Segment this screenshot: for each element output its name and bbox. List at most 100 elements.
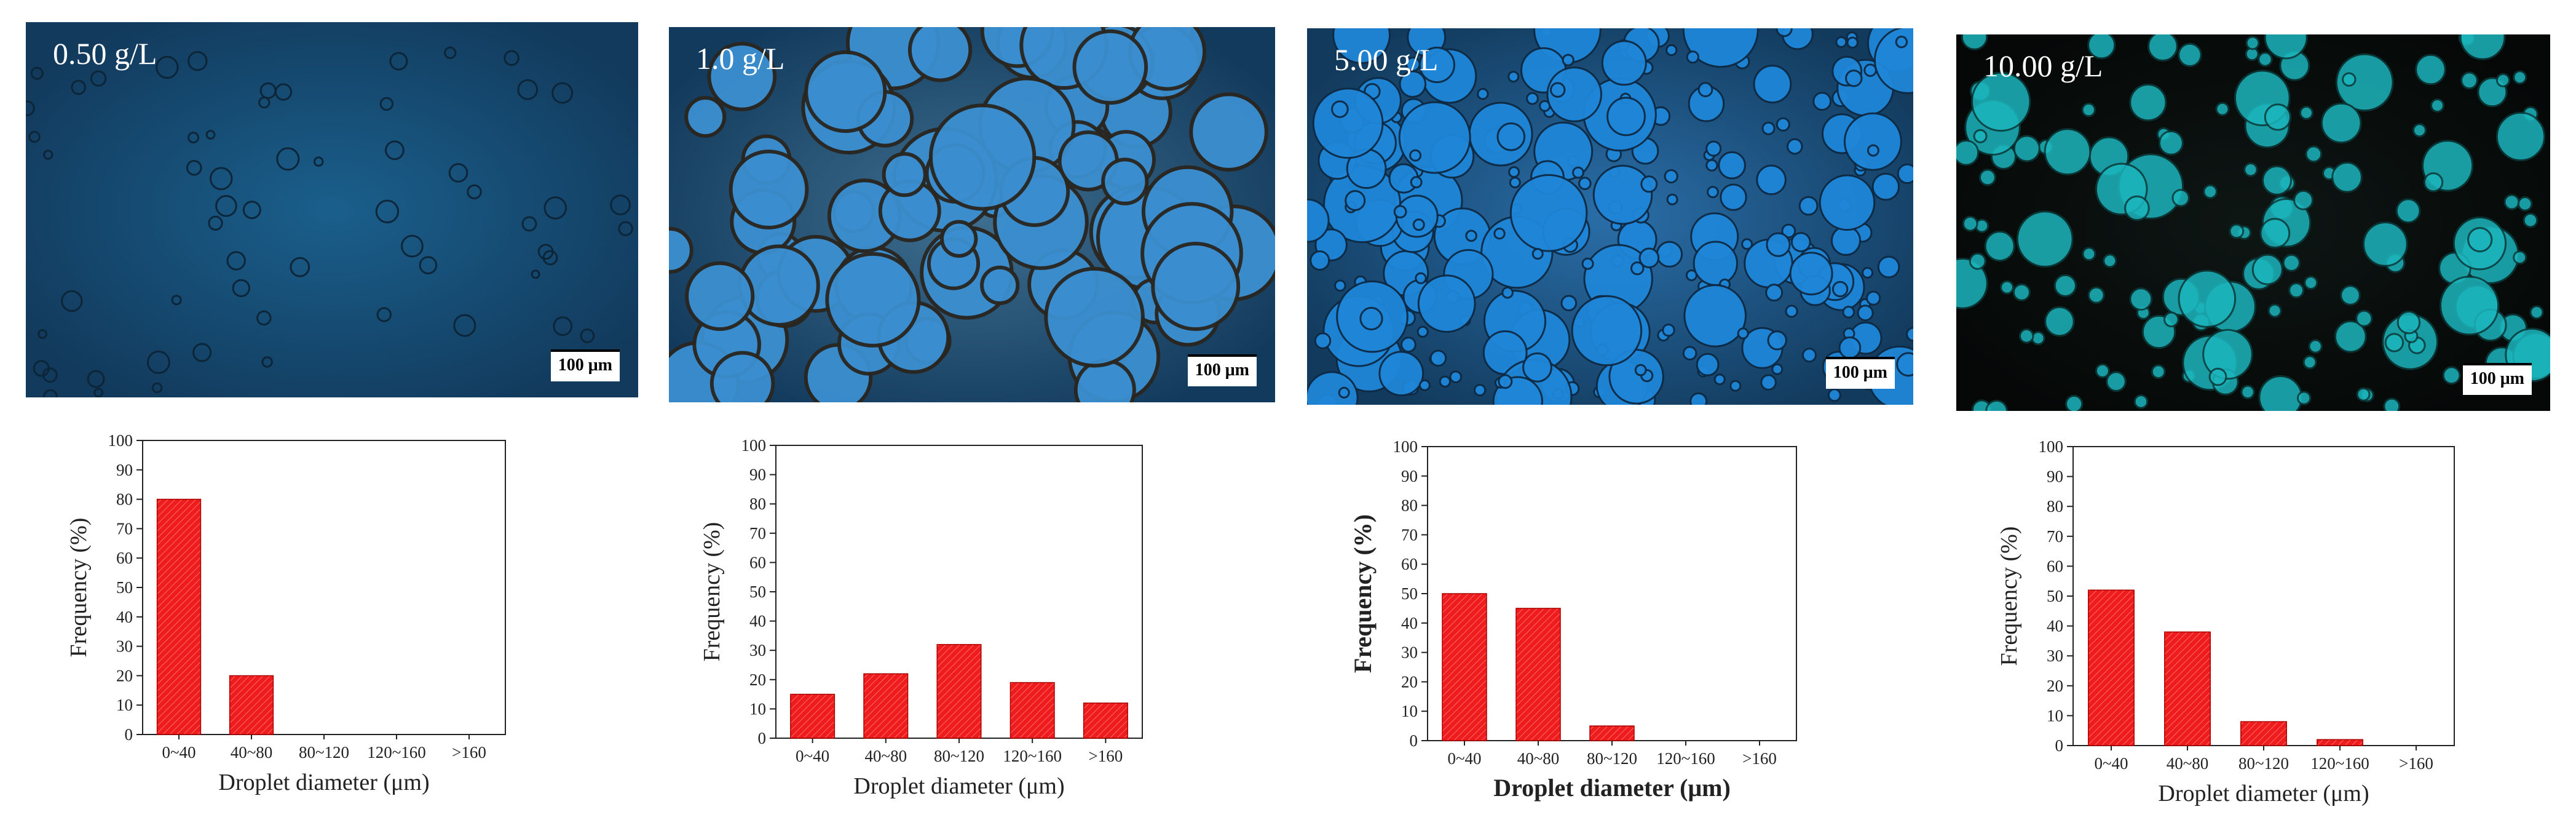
x-tick-label: >160 xyxy=(1742,749,1777,768)
droplet xyxy=(389,52,408,71)
droplet xyxy=(151,382,163,394)
droplet xyxy=(907,27,973,82)
bar-80~120 xyxy=(2240,721,2287,746)
histogram-10.00-g-per-l: 0 10 20 30 40 50 60 70 80 90 100 0~40 40~80 80~120 120… xyxy=(1943,431,2576,824)
droplet xyxy=(1416,325,1429,338)
droplet xyxy=(2442,366,2461,385)
droplet xyxy=(2383,397,2401,411)
droplet xyxy=(1683,284,1747,348)
droplet xyxy=(43,149,53,160)
droplet xyxy=(2384,333,2404,352)
y-tick-label: 20 xyxy=(749,671,766,689)
droplet xyxy=(188,132,199,144)
droplet xyxy=(1781,223,1796,239)
droplet xyxy=(531,269,540,279)
droplet xyxy=(1571,295,1643,367)
droplet xyxy=(2178,269,2237,328)
droplet xyxy=(90,70,107,87)
droplet xyxy=(1827,388,1841,402)
droplet xyxy=(1682,346,1697,361)
droplet xyxy=(1592,164,1653,225)
droplet xyxy=(1410,176,1423,189)
droplet xyxy=(38,329,48,339)
droplet xyxy=(1718,151,1746,180)
droplet xyxy=(1766,232,1791,257)
droplet xyxy=(2129,287,2153,311)
concentration-label: 10.00 g/L xyxy=(1983,49,2103,83)
droplet xyxy=(2334,320,2367,353)
droplet xyxy=(804,50,887,133)
y-axis-title: Frequency (%) xyxy=(699,522,725,662)
droplet xyxy=(1956,257,1988,309)
droplet xyxy=(2423,172,2444,193)
droplet xyxy=(61,290,83,312)
droplet xyxy=(1578,177,1592,190)
droplet xyxy=(2430,98,2444,113)
droplet xyxy=(1666,193,1678,205)
droplet xyxy=(2302,355,2317,370)
bar-120~160 xyxy=(1009,682,1055,739)
chart-svg: 0 10 20 30 40 50 60 70 80 90 100 0~40 40~80 80~120 120… xyxy=(66,431,506,795)
droplet xyxy=(2178,42,2202,67)
droplet xyxy=(453,314,476,337)
droplet xyxy=(1802,348,1817,363)
droplet xyxy=(1334,279,1346,292)
droplet xyxy=(1705,140,1722,157)
droplet xyxy=(1771,363,1784,375)
droplet xyxy=(1897,163,1913,185)
droplet xyxy=(1713,373,1726,386)
y-tick-label: 90 xyxy=(1401,467,1418,485)
droplet xyxy=(1581,257,1594,270)
droplet xyxy=(1151,242,1241,331)
y-tick-label: 60 xyxy=(749,553,766,571)
droplet xyxy=(2133,394,2149,409)
droplet xyxy=(1896,352,1913,377)
droplet xyxy=(1696,352,1720,376)
droplet xyxy=(543,196,567,220)
droplet xyxy=(208,215,223,231)
x-tick-label: 0~40 xyxy=(796,747,829,765)
micrograph-image xyxy=(669,27,1275,402)
x-tick-label: 0~40 xyxy=(162,743,196,762)
droplet xyxy=(2299,105,2313,120)
droplet xyxy=(1686,50,1700,64)
droplet xyxy=(2513,70,2527,85)
droplet xyxy=(2053,274,2077,297)
droplet xyxy=(1409,149,1422,162)
droplet xyxy=(2208,367,2227,386)
droplet xyxy=(1399,70,1427,98)
y-tick-label: 40 xyxy=(749,612,766,631)
droplet xyxy=(1790,232,1811,253)
droplet xyxy=(669,226,693,274)
droplet xyxy=(2460,71,2478,90)
bar-0~40 xyxy=(2088,589,2135,746)
droplet xyxy=(2503,194,2520,210)
droplet xyxy=(226,251,246,271)
droplet xyxy=(2467,227,2493,253)
x-tick-label: >160 xyxy=(2399,754,2433,773)
droplet xyxy=(93,388,104,397)
droplet xyxy=(379,97,393,111)
droplet xyxy=(2513,250,2527,265)
droplet xyxy=(2304,276,2318,290)
concentration-label: 0.50 g/L xyxy=(53,36,157,71)
droplet xyxy=(1550,82,1566,98)
droplet xyxy=(2158,130,2184,156)
droplet xyxy=(1973,129,1988,143)
droplet xyxy=(553,316,573,336)
y-tick-label: 90 xyxy=(116,461,133,479)
droplet xyxy=(1705,159,1718,172)
droplet xyxy=(1531,248,1544,260)
histogram-0.50-g-per-l: 0 10 20 30 40 50 60 70 80 90 100 0~40 40~80 80~120 120… xyxy=(0,431,639,824)
droplet xyxy=(1831,281,1849,298)
y-tick-label: 0 xyxy=(125,725,133,744)
droplet xyxy=(2000,280,2014,295)
x-tick-label: 120~160 xyxy=(1656,749,1715,768)
droplet xyxy=(242,201,261,220)
droplet xyxy=(1332,28,1391,65)
droplet xyxy=(2044,306,2075,337)
droplet xyxy=(1961,34,1988,50)
droplet xyxy=(2259,218,2291,249)
x-tick-label: 80~120 xyxy=(299,743,349,762)
droplet xyxy=(1606,97,1646,137)
